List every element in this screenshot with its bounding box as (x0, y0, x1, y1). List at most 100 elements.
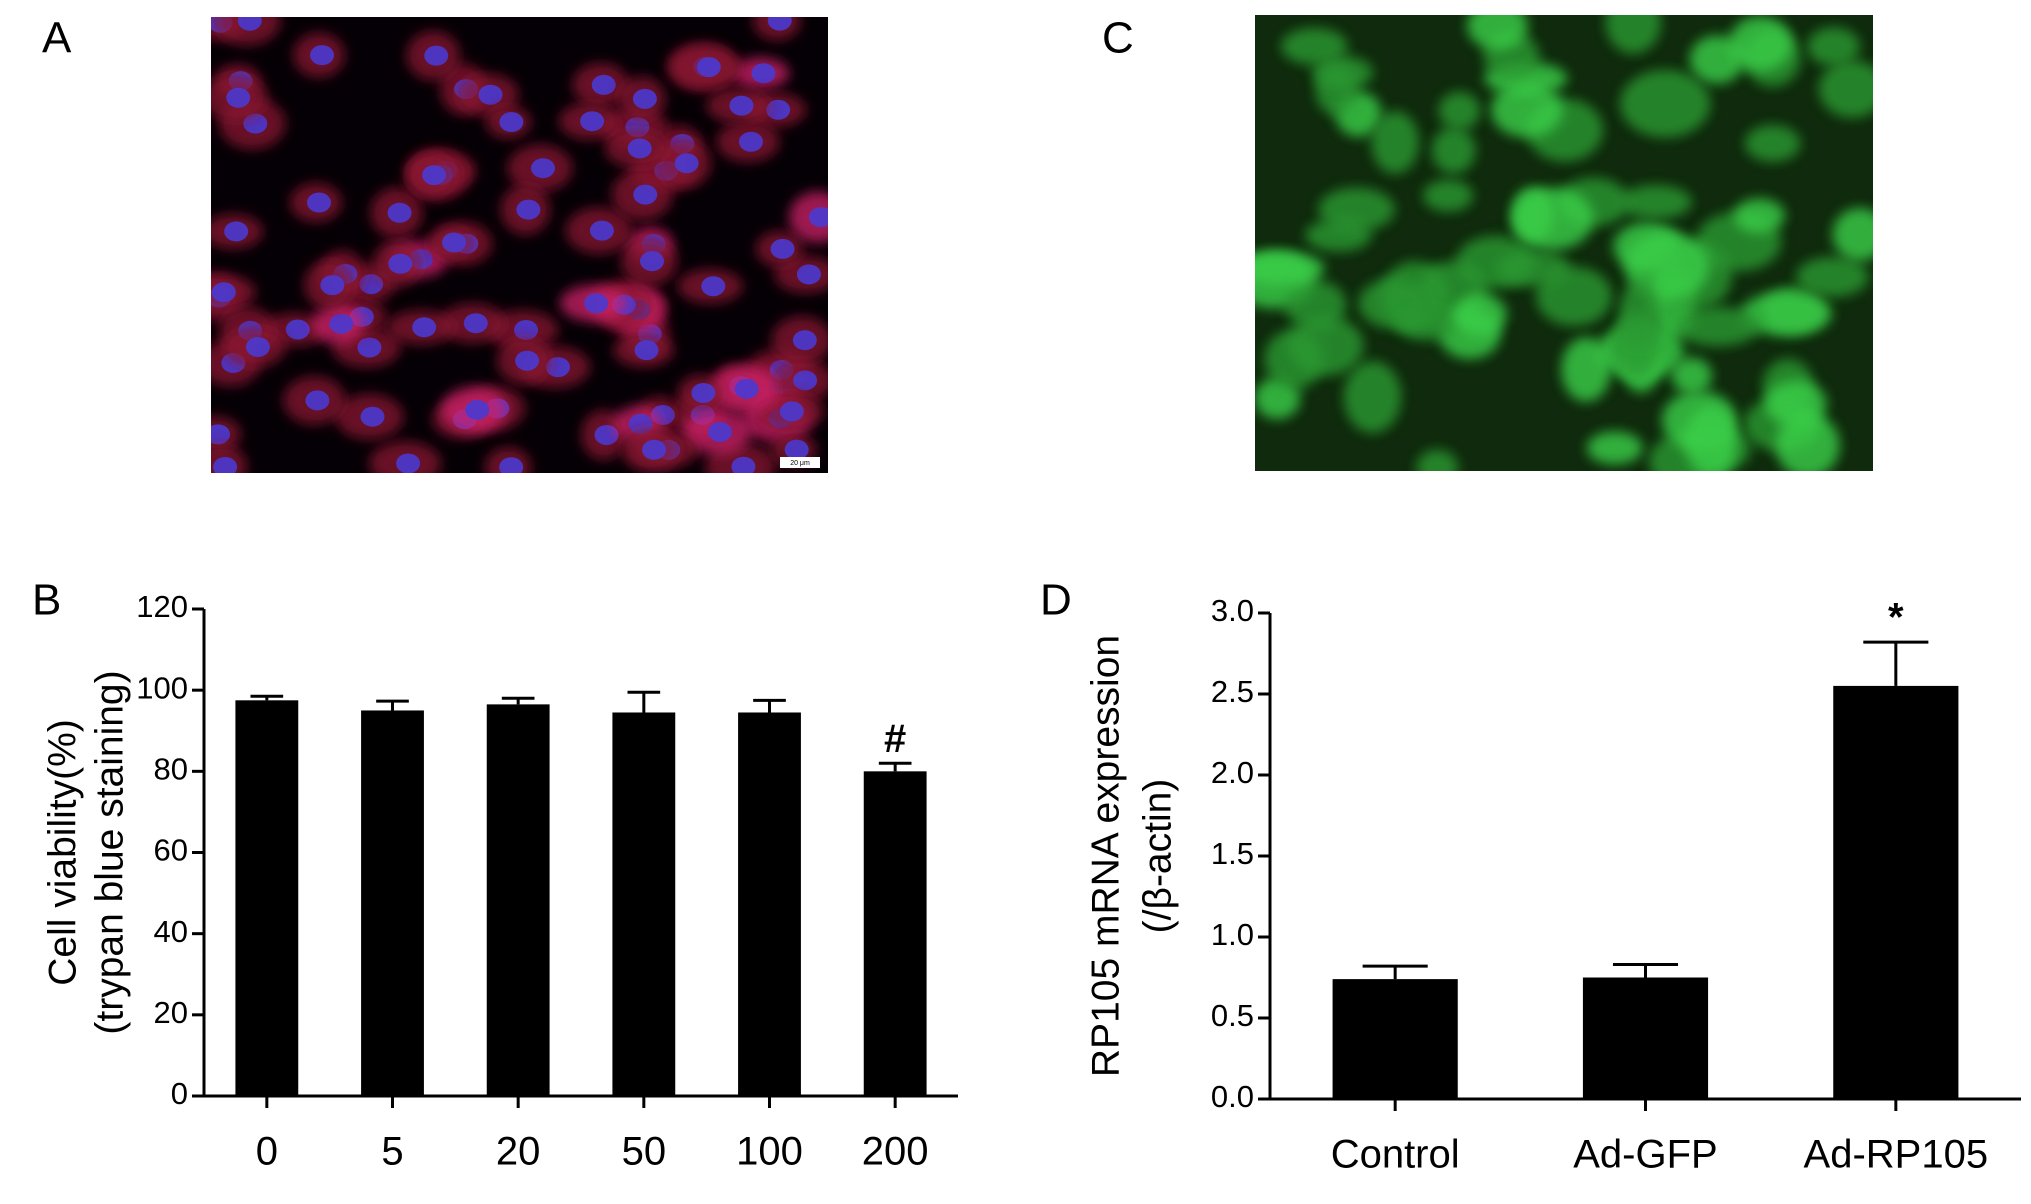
cell-body (1807, 27, 1860, 66)
cell-body (1744, 124, 1801, 162)
nucleus (767, 17, 792, 31)
nucleus (674, 153, 699, 174)
y-tick-label: 0.5 (1211, 998, 1254, 1033)
cell-body (1280, 27, 1348, 65)
nucleus (738, 131, 763, 152)
nucleus (639, 251, 664, 272)
bar (1332, 979, 1458, 1099)
cell-body (1467, 15, 1528, 50)
nucleus (499, 112, 524, 133)
bar (863, 771, 927, 1096)
nucleus (734, 378, 759, 399)
cell-body (1395, 308, 1460, 341)
nucleus (784, 439, 809, 460)
cell-body (1255, 251, 1325, 285)
bar (1833, 685, 1959, 1099)
nucleus (499, 457, 524, 473)
x-tick-label: 200 (862, 1130, 929, 1174)
nucleus (632, 88, 657, 109)
x-tick-label: Ad-GFP (1573, 1133, 1717, 1177)
nucleus (463, 313, 488, 334)
nucleus (793, 370, 818, 391)
y-axis-label: (/β-actin) (1136, 779, 1179, 934)
annotation: # (884, 717, 906, 761)
cell-body (1438, 91, 1481, 130)
nucleus (594, 424, 619, 445)
nucleus (387, 202, 412, 223)
x-tick-label: 0 (256, 1130, 278, 1174)
nucleus (701, 276, 726, 297)
bar (1582, 977, 1709, 1099)
nucleus (329, 313, 354, 334)
nucleus (796, 264, 821, 285)
cell-body (1733, 198, 1785, 233)
nucleus (591, 74, 616, 95)
cell-body (1431, 127, 1476, 174)
nucleus (310, 45, 335, 66)
nucleus (770, 238, 795, 259)
cell-body (1619, 184, 1692, 220)
x-tick-label: 50 (622, 1130, 667, 1174)
nucleus (584, 293, 609, 314)
cell-body (1561, 337, 1611, 402)
nucleus (285, 319, 310, 340)
y-tick-label: 80 (154, 752, 188, 787)
nucleus (465, 399, 490, 420)
y-axis-label: (trypan blue staining) (88, 670, 131, 1034)
nucleus (226, 87, 251, 108)
cell-body (1818, 60, 1873, 118)
nucleus (627, 138, 652, 159)
y-tick-label: 20 (154, 995, 188, 1030)
x-tick-label: 100 (736, 1130, 803, 1174)
bar (738, 712, 801, 1096)
cell-body (1832, 208, 1873, 261)
nucleus (792, 330, 817, 351)
bar (612, 712, 676, 1096)
nucleus (729, 95, 754, 116)
cell-body (1491, 82, 1563, 138)
nucleus (245, 336, 270, 357)
cells (211, 17, 828, 473)
cell-body (1513, 187, 1594, 250)
y-axis-label: RP105 mRNA expression (1084, 635, 1127, 1077)
x-tick-label: Control (1331, 1133, 1460, 1177)
cell-body (1416, 449, 1459, 471)
bar (361, 710, 424, 1096)
nucleus (634, 340, 659, 361)
nucleus (306, 192, 331, 213)
nucleus (808, 207, 828, 228)
cell-body (1454, 293, 1507, 336)
nucleus (516, 199, 541, 220)
y-tick-label: 100 (136, 670, 188, 705)
nucleus (478, 84, 503, 105)
cell-body (213, 17, 281, 46)
cell-body (1586, 431, 1643, 465)
nucleus (642, 439, 667, 460)
y-tick-label: 1.0 (1211, 917, 1254, 952)
nucleus (360, 406, 385, 427)
y-tick-label: 3.0 (1211, 593, 1254, 628)
cells (1255, 15, 1873, 471)
nucleus (422, 165, 447, 186)
y-tick-label: 2.0 (1211, 755, 1254, 790)
y-tick-label: 1.5 (1211, 836, 1254, 871)
cell-body (1343, 361, 1402, 433)
nucleus (589, 220, 614, 241)
cell-body (1740, 291, 1832, 336)
cell-body (1318, 187, 1395, 232)
nucleus (442, 232, 467, 253)
nucleus (580, 111, 605, 132)
y-tick-label: 120 (136, 589, 188, 624)
nucleus (412, 317, 437, 338)
nucleus (320, 275, 345, 296)
cell-body (1765, 380, 1827, 427)
nucleus (359, 274, 384, 295)
cell-body (1605, 15, 1661, 54)
nucleus (211, 282, 236, 303)
panel-label: B (32, 576, 61, 625)
scale-bar-label: 20 μm (790, 460, 810, 467)
nucleus (396, 453, 421, 473)
nucleus (357, 337, 382, 358)
